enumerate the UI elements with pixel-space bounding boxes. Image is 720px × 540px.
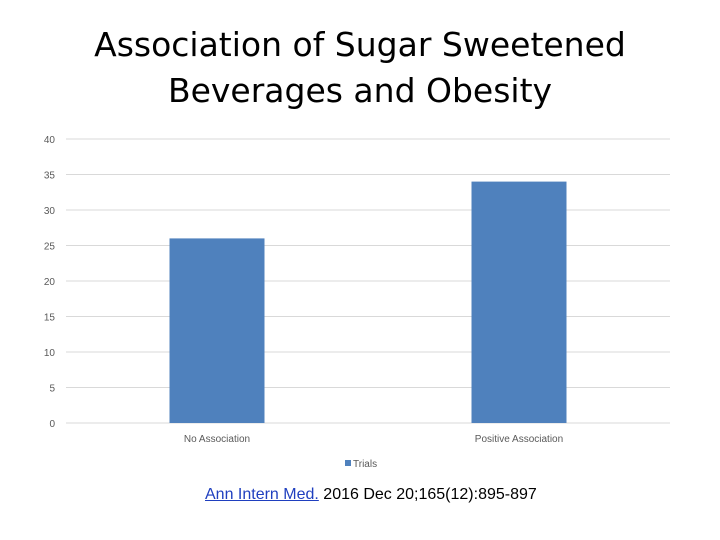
bar-chart: 0 5 10 15 20 25 30 35 40 No Association Positive A… [44,135,670,470]
y-tick-label-35: 35 [44,171,56,182]
y-tick-label-30: 30 [44,206,56,217]
x-tick-label-no-association: No Association [184,434,250,445]
y-tick-label-25: 25 [44,242,56,253]
bar-no-association [169,238,265,423]
chart-title-line-2: Beverages and Obesity [167,71,553,110]
y-tick-label-5: 5 [49,384,55,395]
chart-title: Association of Sugar Sweetened Beverages… [60,22,660,114]
legend-label-trials: Trials [353,459,377,470]
chart-title-line-1: Association of Sugar Sweetened [94,25,626,64]
y-tick-label-10: 10 [44,348,56,359]
y-tick-label-20: 20 [44,277,56,288]
citation-link[interactable]: Ann Intern Med. [205,486,319,503]
y-tick-label-0: 0 [49,419,55,430]
bar-positive-association [471,181,567,423]
y-tick-label-40: 40 [44,135,56,146]
x-tick-label-positive-association: Positive Association [475,434,563,445]
citation: Ann Intern Med. 2016 Dec 20;165(12):895-… [205,486,537,504]
y-tick-label-15: 15 [44,313,56,324]
legend-swatch-trials [345,460,351,466]
citation-details: 2016 Dec 20;165(12):895-897 [323,486,537,503]
